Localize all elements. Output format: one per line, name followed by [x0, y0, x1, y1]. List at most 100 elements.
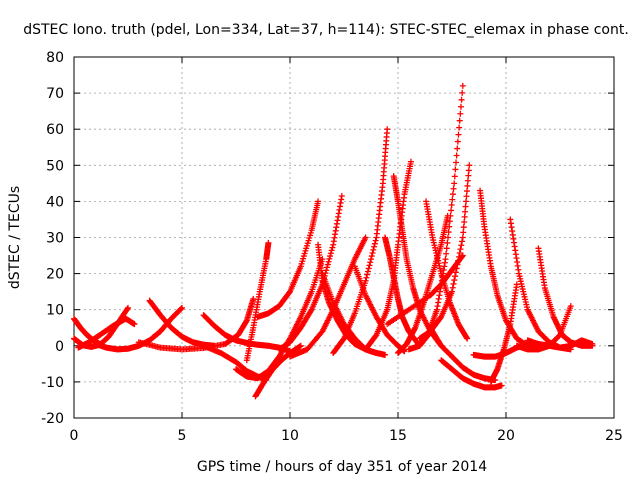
data-point: [463, 193, 470, 200]
data-point: [366, 262, 373, 269]
y-tick-label: -20: [41, 411, 64, 427]
data-point: [457, 246, 464, 253]
data-point: [462, 203, 469, 210]
data-point: [384, 126, 391, 133]
data-point: [444, 234, 451, 241]
data-point: [459, 253, 466, 260]
data-points: [71, 82, 596, 400]
y-axis-label: dSTEC / TECUs: [7, 186, 23, 289]
data-point: [250, 295, 257, 302]
data-point: [450, 280, 457, 287]
data-point: [461, 219, 468, 226]
y-tick-label: 20: [46, 267, 64, 283]
data-point: [463, 188, 470, 195]
series-arc-16: [319, 270, 389, 358]
data-point: [329, 244, 336, 251]
data-point: [464, 335, 471, 342]
data-point: [461, 213, 468, 220]
x-tick-label: 15: [389, 428, 407, 444]
data-point: [315, 198, 322, 205]
x-tick-label: 25: [605, 428, 623, 444]
data-point: [450, 185, 457, 192]
data-point: [458, 242, 465, 249]
data-point: [451, 180, 458, 187]
series-arc-24: [405, 82, 466, 353]
data-point: [325, 258, 332, 265]
data-point: [297, 342, 304, 349]
data-point: [454, 145, 461, 152]
data-point: [443, 250, 450, 257]
data-point: [407, 158, 414, 165]
data-point: [328, 247, 335, 254]
data-point: [323, 267, 330, 274]
series-arc-9: [243, 239, 272, 364]
data-point: [452, 166, 459, 173]
data-point: [363, 274, 370, 281]
series-arc-25: [416, 162, 473, 342]
data-point: [453, 159, 460, 166]
data-point: [463, 198, 470, 205]
data-point: [368, 253, 375, 260]
y-tick-label: 50: [46, 158, 64, 174]
grid: [74, 57, 614, 418]
y-tick-label: 0: [55, 339, 64, 355]
series-arc-26: [384, 252, 466, 328]
y-tick-label: 80: [46, 50, 64, 66]
data-point: [465, 172, 472, 179]
data-point: [464, 177, 471, 184]
data-point: [456, 117, 463, 124]
series-arc-33: [535, 245, 596, 349]
data-point: [131, 321, 138, 328]
axis-ticks: 0 5 10 15 20 25 -20 -10 0 10 20 30 40 50 60 70 80: [41, 50, 623, 444]
series-arc-10: [252, 342, 304, 400]
data-point: [445, 229, 452, 236]
data-point: [371, 243, 378, 250]
data-point: [179, 304, 185, 311]
data-point: [326, 255, 333, 262]
data-point: [449, 196, 456, 203]
data-point: [454, 138, 461, 145]
data-point: [456, 249, 463, 256]
y-tick-label: 60: [46, 122, 64, 138]
data-point: [448, 202, 455, 209]
x-axis-label: GPS time / hours of day 351 of year 2014: [197, 459, 487, 475]
data-point: [307, 307, 314, 314]
data-point: [364, 268, 371, 275]
data-point: [457, 110, 464, 117]
data-point: [327, 253, 334, 260]
data-point: [456, 124, 463, 131]
data-point: [368, 256, 374, 263]
data-point: [327, 250, 334, 257]
series-arc-34: [513, 303, 574, 353]
series-arc-29: [438, 357, 505, 391]
data-point: [457, 103, 464, 110]
y-tick-label: 10: [46, 303, 64, 319]
data-point: [459, 252, 466, 259]
data-point: [362, 277, 369, 284]
y-tick-label: 70: [46, 86, 64, 102]
data-point: [125, 304, 131, 311]
data-point: [449, 288, 455, 295]
data-point: [372, 237, 379, 244]
x-tick-label: 20: [497, 428, 515, 444]
x-tick-label: 5: [178, 428, 187, 444]
data-point: [458, 96, 465, 103]
data-point: [567, 303, 574, 310]
data-point: [338, 192, 345, 199]
data-point: [460, 224, 467, 231]
series-arc-35: [524, 337, 596, 351]
data-point: [178, 305, 185, 312]
data-point: [444, 239, 451, 246]
data-point: [265, 239, 272, 246]
data-point: [455, 131, 462, 138]
series-arc-11: [233, 256, 326, 382]
data-point: [452, 269, 459, 276]
data-point: [465, 167, 472, 174]
data-point: [589, 340, 596, 347]
x-tick-label: 10: [281, 428, 299, 444]
data-point: [382, 351, 389, 358]
data-point: [498, 382, 505, 389]
y-tick-label: -10: [41, 375, 64, 391]
data-point: [364, 271, 371, 278]
data-point: [124, 306, 131, 313]
